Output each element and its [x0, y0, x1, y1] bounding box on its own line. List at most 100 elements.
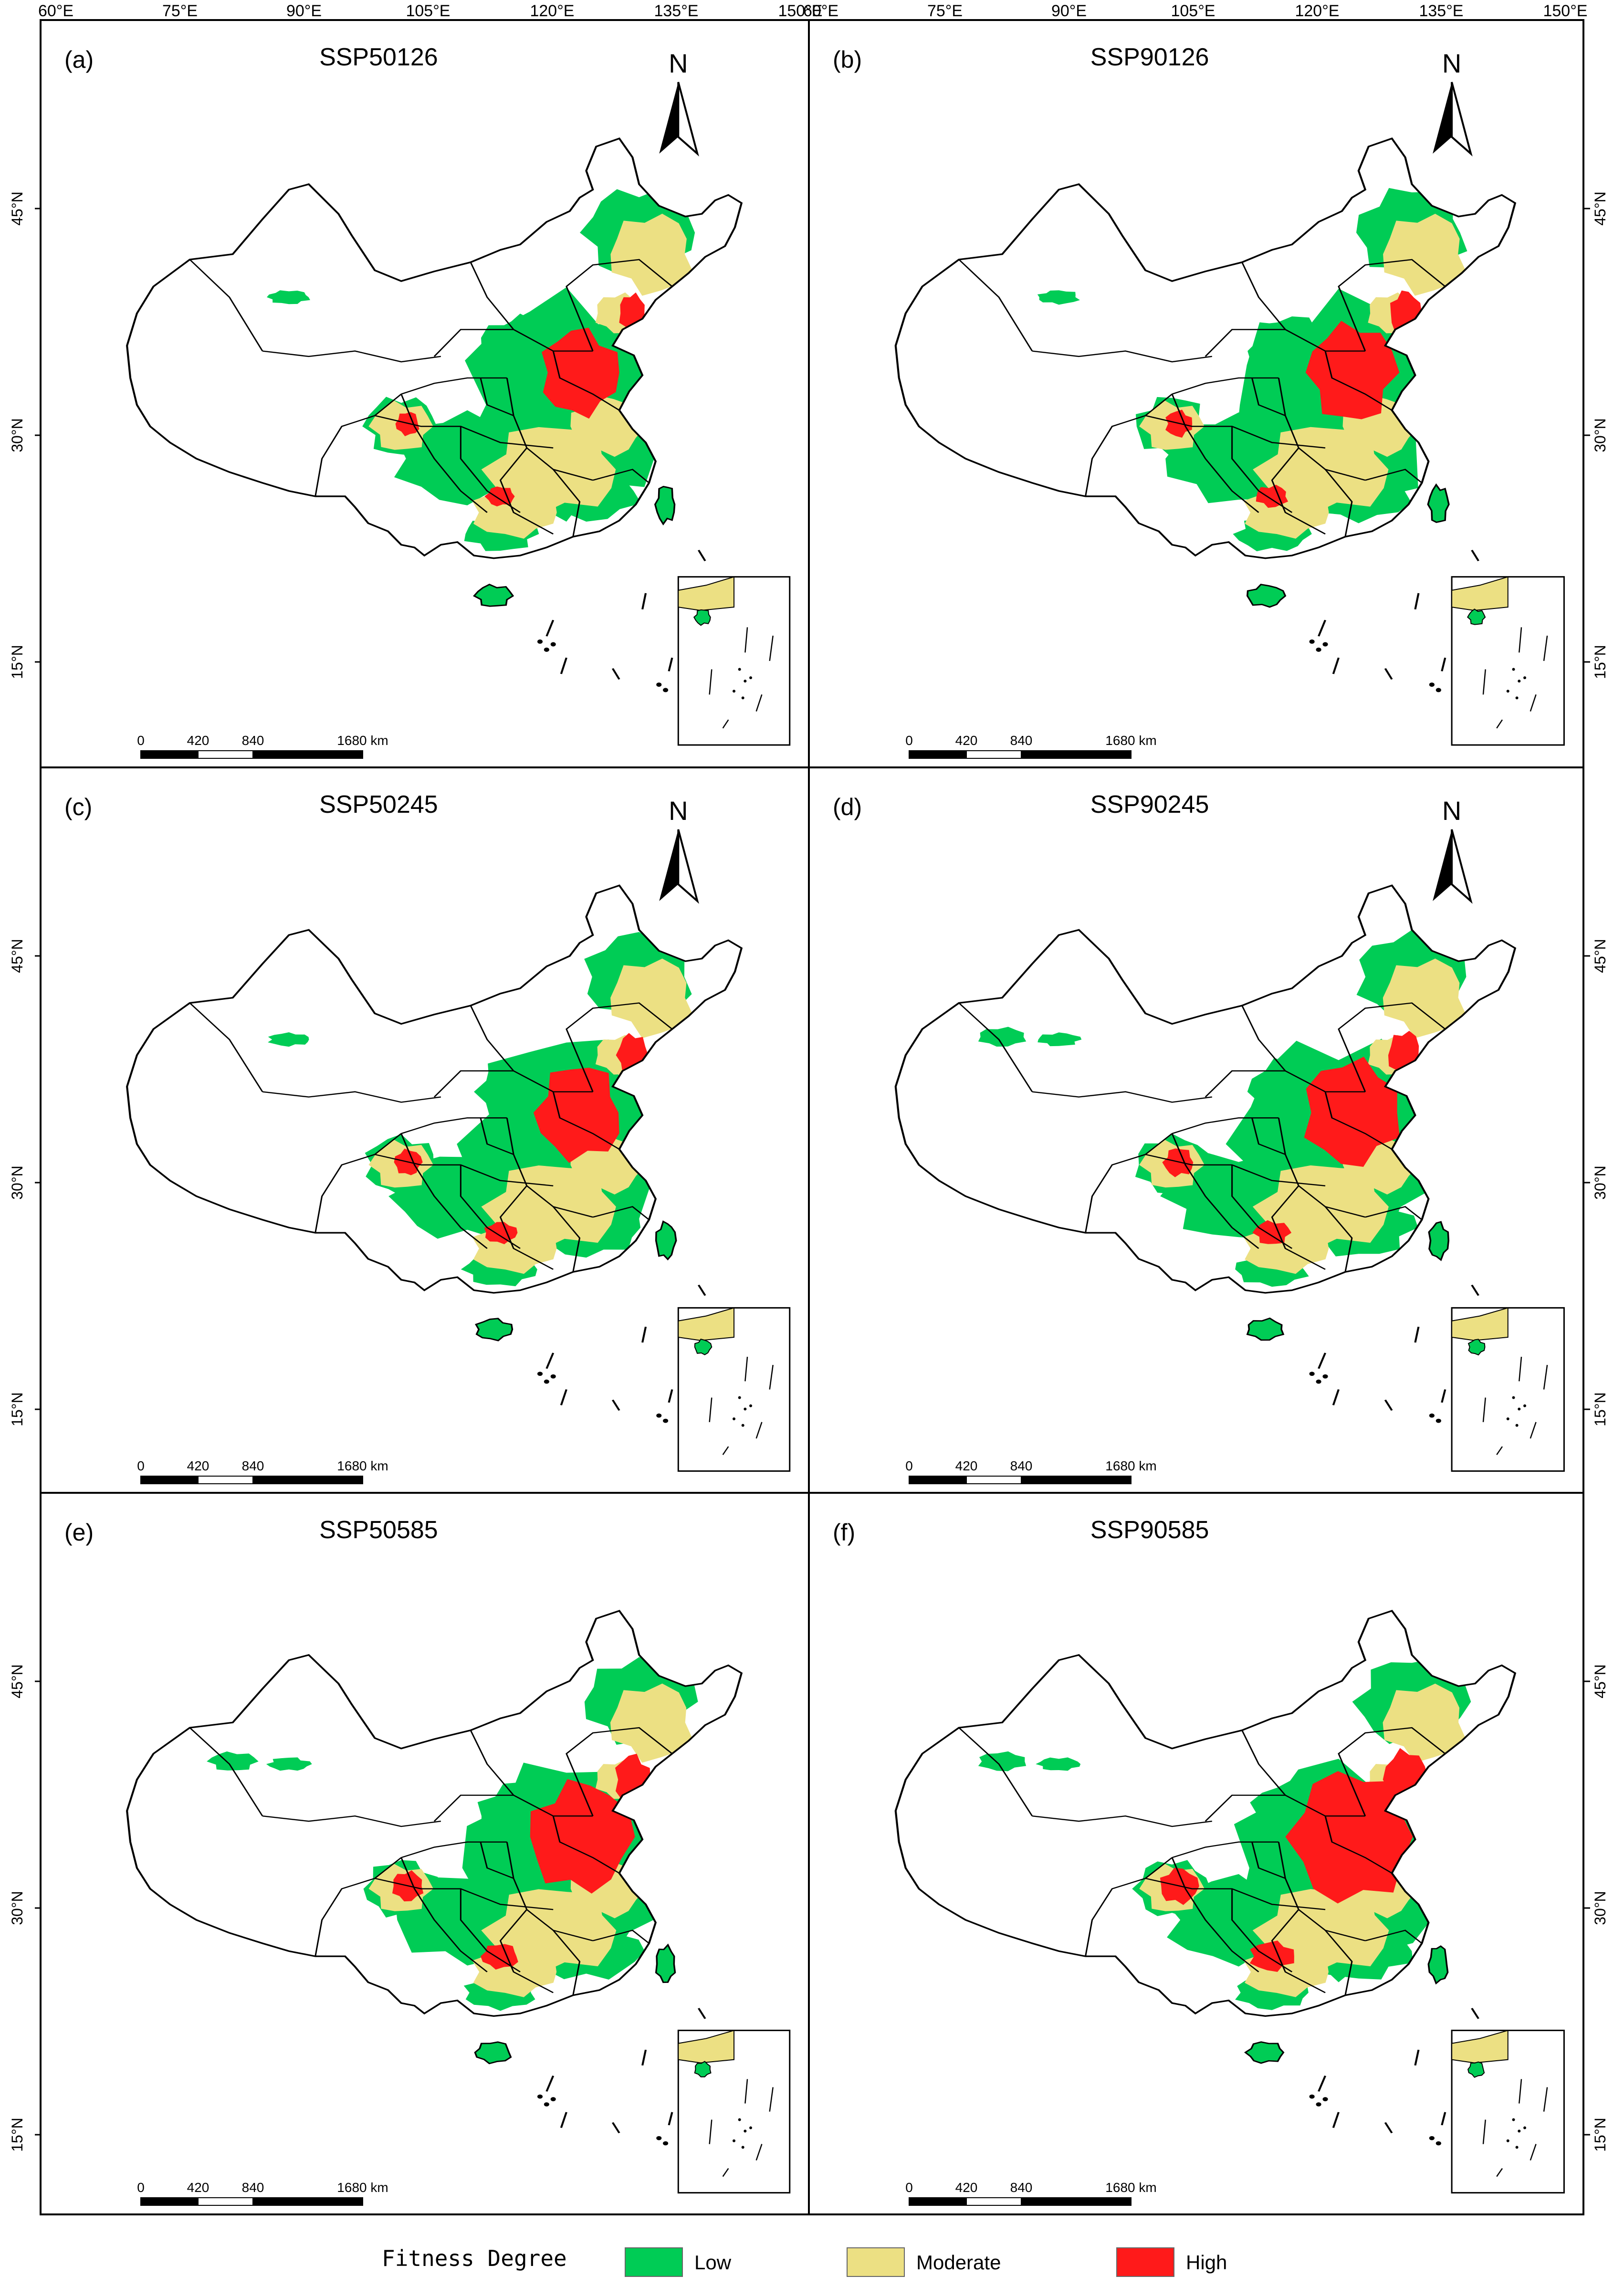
zone-high	[481, 1944, 518, 1970]
lon-tick-left: 60°E	[38, 2, 73, 28]
taiwan	[1428, 1221, 1450, 1261]
lat-tick: 30°N	[1583, 1891, 1609, 1925]
legend-items: Low Moderate High	[625, 2247, 1227, 2277]
lon-tick-label: 120°E	[530, 2, 574, 20]
zone-low	[477, 314, 564, 386]
map-panel-e: (e) SSP50585 0 420 840 1680 km	[40, 1492, 810, 2215]
panel-label: (d)	[833, 794, 862, 820]
lat-tick-label: 45°N	[1592, 939, 1609, 973]
province-boundary	[314, 1857, 402, 1957]
lon-tick-label: 75°E	[927, 2, 963, 20]
province-boundary	[1324, 351, 1393, 411]
lon-tick-label: 75°E	[162, 2, 198, 20]
province-boundary	[592, 1206, 650, 1220]
scale-bar: 0 420 840 1680 km	[137, 733, 388, 759]
province-boundary	[1365, 1206, 1423, 1220]
province-boundary	[1271, 1185, 1326, 1270]
province-boundary	[552, 1930, 581, 1995]
panel-label: (c)	[64, 794, 92, 820]
province-boundary	[1278, 378, 1366, 481]
panel-label: (b)	[833, 46, 862, 73]
province-boundary	[592, 1929, 650, 1944]
lat-tick: 45°N	[1583, 939, 1609, 973]
scale-label: 840	[1010, 2180, 1033, 2195]
province-boundary	[401, 377, 507, 395]
china-map	[126, 137, 743, 692]
zone-high	[530, 1779, 635, 1894]
lat-tick: 15°N	[1583, 645, 1609, 679]
province-boundary	[1171, 1133, 1259, 1249]
province-boundary	[460, 1888, 521, 1972]
china-map	[126, 884, 743, 1423]
panel-title: SSP90126	[1090, 43, 1209, 71]
province-boundary	[189, 1727, 263, 1816]
lat-tick-left: 30°N	[9, 418, 41, 452]
lat-tick: 30°N	[1583, 1165, 1609, 1200]
scale-label: 840	[242, 1458, 264, 1473]
lon-tick-left: 90°E	[286, 2, 322, 28]
province-boundary	[1324, 1091, 1393, 1150]
province-boundary	[401, 1117, 507, 1134]
china-map	[894, 137, 1517, 692]
scale-label: 0	[137, 733, 145, 748]
zone-moderate	[1383, 958, 1467, 1038]
latitude-axis: 45°N 45°N 30°N 30°N 15°N 15°N 45°N 45°N 30°N 30°N…	[9, 191, 1609, 2152]
hainan	[1244, 2041, 1285, 2064]
zone-low	[266, 290, 310, 304]
province-boundary	[189, 259, 263, 352]
south-china-sea-inset	[1451, 576, 1565, 746]
panel-title: SSP50585	[319, 1516, 438, 1544]
country-outline	[126, 884, 743, 1294]
zone-moderate	[610, 213, 693, 296]
scale-label: 1680 km	[1105, 2180, 1156, 2195]
scale-label: 1680 km	[337, 2180, 388, 2195]
scale-label: 0	[905, 2180, 913, 2195]
scale-label: 0	[905, 1458, 913, 1473]
province-boundary	[1324, 1930, 1353, 1995]
zone-high	[1256, 484, 1289, 508]
legend-swatch	[1116, 2247, 1174, 2277]
province-boundary	[433, 329, 514, 357]
map-panel-b: (b) SSP90126 N 0 420 840 1680 km	[808, 19, 1584, 768]
scale-label: 1680 km	[337, 733, 388, 748]
zone-high	[395, 412, 419, 437]
province-boundary	[1171, 394, 1259, 513]
lon-tick-right: 120°E	[1295, 2, 1340, 28]
lat-tick: 45°N	[1583, 191, 1609, 226]
province-boundary	[1032, 1815, 1213, 1827]
scale-label: 420	[955, 2180, 978, 2195]
zone-low	[1037, 290, 1080, 305]
lon-tick-label: 90°E	[1051, 2, 1087, 20]
lon-tick-label: 105°E	[1171, 2, 1215, 20]
lon-tick-right: 150°E	[1543, 2, 1588, 28]
province-boundary	[189, 1002, 263, 1092]
province-boundary	[958, 1727, 1033, 1816]
lat-tick-left: 15°N	[9, 645, 41, 679]
lon-tick-label: 135°E	[1419, 2, 1463, 20]
province-boundary	[262, 1815, 441, 1827]
north-arrow-icon: N	[1433, 796, 1473, 904]
scale-label: 0	[137, 2180, 145, 2195]
province-boundary	[400, 1857, 488, 1972]
province-boundary	[552, 1206, 581, 1272]
scale-bar: 0 420 840 1680 km	[137, 1458, 388, 1484]
province-boundary	[958, 259, 1033, 352]
scale-bar: 0 420 840 1680 km	[905, 1458, 1157, 1484]
zone-moderate	[1383, 213, 1467, 296]
panel-title: SSP90245	[1090, 791, 1209, 818]
province-boundary	[1271, 1909, 1326, 1993]
province-boundary	[499, 1909, 554, 1993]
sea-dashes	[1309, 2008, 1479, 2146]
lat-tick-label: 45°N	[9, 939, 26, 973]
province-boundary	[1251, 1842, 1286, 1879]
province-boundary	[314, 393, 402, 497]
province-boundary	[1338, 1727, 1446, 1816]
lat-tick: 15°N	[1583, 1392, 1609, 1426]
lon-tick-right: 135°E	[1419, 2, 1464, 28]
taiwan	[655, 1943, 676, 1983]
china-map	[894, 884, 1517, 1423]
scale-bar: 0 420 840 1680 km	[905, 733, 1157, 759]
legend-label: High	[1186, 2251, 1227, 2274]
legend: Fitness Degree Low Moderate High	[382, 2245, 1227, 2277]
lat-tick-label: 30°N	[9, 418, 26, 452]
